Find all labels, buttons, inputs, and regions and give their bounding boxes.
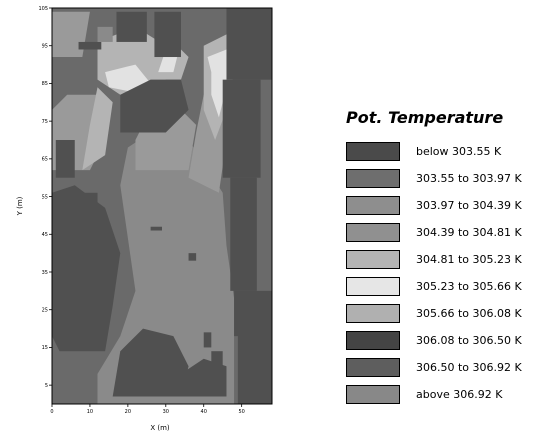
legend-swatch bbox=[346, 223, 400, 242]
legend-label: 303.97 to 304.39 K bbox=[416, 199, 522, 212]
y-tick-label: 15 bbox=[42, 345, 48, 351]
y-tick-label: 105 bbox=[38, 6, 48, 12]
y-tick-label: 45 bbox=[42, 232, 48, 238]
x-tick-label: 0 bbox=[50, 409, 53, 415]
temperature-field bbox=[52, 8, 272, 404]
legend-label: 304.39 to 304.81 K bbox=[416, 226, 522, 239]
legend-swatch bbox=[346, 358, 400, 377]
y-axis-ticks: 5 15 25 35 45 55 65 75 85 95 105 bbox=[38, 6, 52, 389]
field-region bbox=[211, 351, 223, 374]
field-region bbox=[154, 11, 181, 58]
legend-label: 305.66 to 306.08 K bbox=[416, 307, 522, 320]
field-region bbox=[230, 177, 257, 291]
y-tick-label: 5 bbox=[45, 383, 48, 389]
legend-entry: 304.81 to 305.23 K bbox=[346, 246, 541, 273]
legend-title: Pot. Temperature bbox=[346, 108, 504, 127]
field-region bbox=[105, 64, 151, 91]
legend-swatch bbox=[346, 385, 400, 404]
legend-swatch bbox=[346, 169, 400, 188]
x-tick-label: 40 bbox=[201, 409, 207, 415]
field-region bbox=[222, 79, 261, 178]
legend-swatch bbox=[346, 331, 400, 350]
y-tick-label: 35 bbox=[42, 270, 48, 276]
x-tick-label: 50 bbox=[238, 409, 244, 415]
legend-label: 305.23 to 305.66 K bbox=[416, 280, 522, 293]
y-tick-label: 95 bbox=[42, 44, 48, 50]
legend-entry: 306.08 to 306.50 K bbox=[346, 327, 541, 354]
field-region bbox=[55, 140, 75, 178]
legend-label: 306.50 to 306.92 K bbox=[416, 361, 522, 374]
x-tick-label: 30 bbox=[163, 409, 169, 415]
field-region bbox=[188, 253, 197, 261]
legend-entry: 304.39 to 304.81 K bbox=[346, 219, 541, 246]
temperature-plot: 0 10 20 30 40 50 5 15 25 35 45 55 65 75 85 95 105 X (m)… bbox=[16, 6, 273, 432]
legend-swatch bbox=[346, 277, 400, 296]
legend-entry: above 306.92 K bbox=[346, 381, 541, 408]
field-region bbox=[116, 11, 147, 42]
legend-label: below 303.55 K bbox=[416, 145, 502, 158]
field-region bbox=[82, 87, 113, 171]
field-region bbox=[70, 192, 98, 223]
y-tick-label: 85 bbox=[42, 81, 48, 87]
legend-label: above 306.92 K bbox=[416, 388, 503, 401]
field-region bbox=[52, 185, 121, 352]
legend-entry: 303.55 to 303.97 K bbox=[346, 165, 541, 192]
field-region bbox=[226, 8, 272, 80]
y-tick-label: 65 bbox=[42, 157, 48, 163]
field-region bbox=[97, 132, 235, 404]
y-tick-label: 75 bbox=[42, 119, 48, 125]
plot-frame bbox=[51, 7, 273, 405]
x-tick-label: 20 bbox=[125, 409, 131, 415]
legend-entry: 305.23 to 305.66 K bbox=[346, 273, 541, 300]
field-region bbox=[112, 328, 189, 397]
x-axis-ticks: 0 10 20 30 40 50 bbox=[50, 404, 245, 415]
legend-entries: below 303.55 K 303.55 to 303.97 K 303.97 t… bbox=[346, 138, 541, 408]
x-tick-label: 10 bbox=[87, 409, 93, 415]
legend-swatch bbox=[346, 250, 400, 269]
legend-entry: 306.50 to 306.92 K bbox=[346, 354, 541, 381]
y-tick-label: 25 bbox=[42, 308, 48, 314]
legend-swatch bbox=[346, 304, 400, 323]
field-region bbox=[120, 79, 189, 133]
field-region bbox=[237, 298, 272, 404]
y-tick-label: 55 bbox=[42, 194, 48, 200]
legend-entry: 303.97 to 304.39 K bbox=[346, 192, 541, 219]
legend-entry: 305.66 to 306.08 K bbox=[346, 300, 541, 327]
legend: Pot. Temperature below 303.55 K 303.55 to… bbox=[346, 108, 541, 408]
legend-label: 306.08 to 306.50 K bbox=[416, 334, 522, 347]
field-region bbox=[78, 41, 102, 50]
x-axis-label: X (m) bbox=[150, 424, 170, 432]
field-region bbox=[203, 332, 212, 348]
legend-entry: below 303.55 K bbox=[346, 138, 541, 165]
field-region bbox=[97, 26, 113, 42]
legend-swatch bbox=[346, 142, 400, 161]
field-region bbox=[207, 49, 227, 118]
legend-swatch bbox=[346, 196, 400, 215]
legend-label: 303.55 to 303.97 K bbox=[416, 172, 522, 185]
legend-label: 304.81 to 305.23 K bbox=[416, 253, 522, 266]
y-axis-label: Y (m) bbox=[16, 196, 24, 216]
field-region bbox=[150, 226, 162, 231]
